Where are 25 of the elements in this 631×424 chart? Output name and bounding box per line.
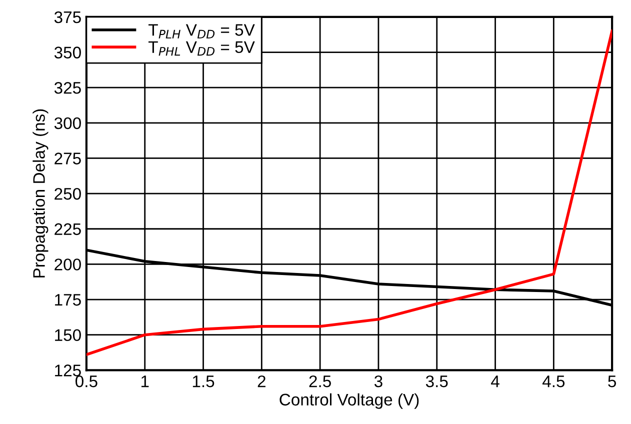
y-tick-label: 225: [54, 223, 81, 236]
y-tick-label: 275: [54, 152, 81, 164]
x-axis-title: Control Voltage (V): [280, 393, 419, 409]
x-tick-label: 1: [141, 376, 149, 388]
y-tick-label: 200: [54, 258, 81, 270]
x-tick-label: 1.5: [192, 376, 214, 388]
y-tick-label: 350: [54, 46, 81, 58]
y-tick-label: 325: [54, 82, 81, 94]
x-tick-label: 2: [258, 375, 266, 388]
x-tick-label: 5: [608, 376, 616, 388]
x-tick-label: 2.5: [309, 375, 331, 388]
y-tick-label: 175: [55, 294, 81, 306]
x-tick-label: 3.5: [426, 375, 448, 388]
x-tick-label: 3: [374, 375, 382, 388]
y-tick-label: 150: [55, 329, 81, 342]
x-tick-label: 4: [491, 376, 500, 388]
y-tick-label: 300: [54, 117, 81, 130]
y-tick-label: 250: [54, 188, 81, 200]
y-tick-label: 375: [54, 11, 81, 24]
x-tick-label: 4.5: [542, 376, 565, 388]
legend-label: T$_{PHL}$ V$_{DD}$ = 5V: [148, 41, 255, 56]
y-tick-label: 125: [55, 364, 81, 376]
x-tick-label: 0.5: [76, 375, 98, 388]
legend-label: T$_{PLH}$ V$_{DD}$ = 5V: [148, 24, 255, 38]
y-axis-title: Propagation Delay (ns): [32, 109, 48, 278]
